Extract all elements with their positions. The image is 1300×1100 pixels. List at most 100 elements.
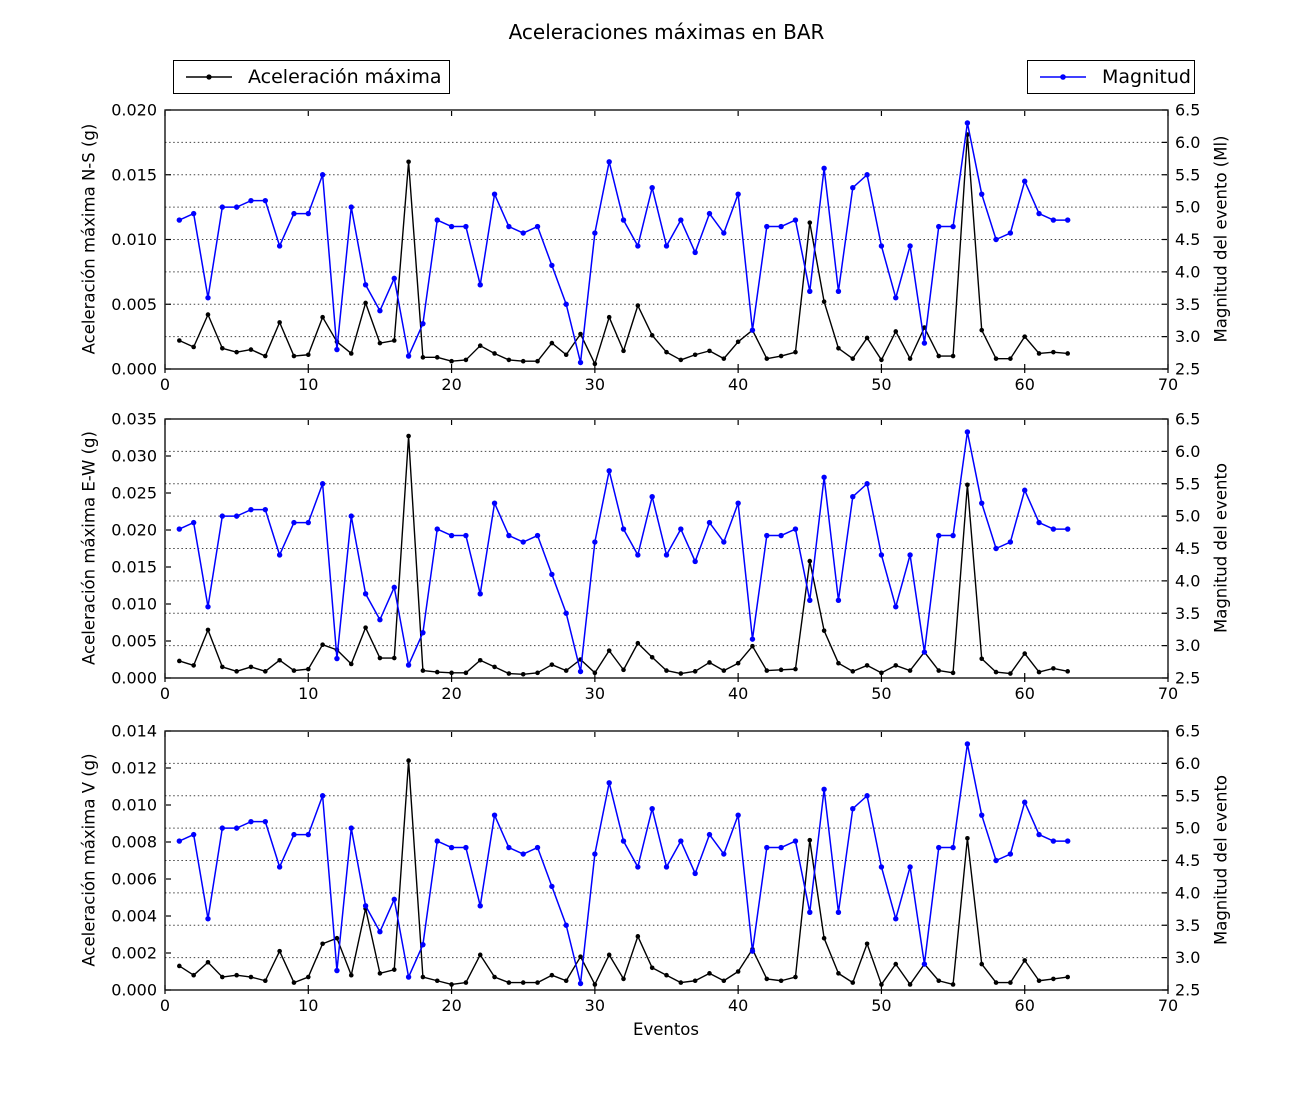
magnitude-marker [706, 210, 713, 217]
accel-marker [248, 347, 254, 352]
magnitude-marker [620, 838, 627, 844]
accel-marker [177, 658, 182, 664]
magnitude-marker [821, 474, 827, 480]
magnitude-marker [979, 812, 985, 818]
magnitude-marker [219, 513, 226, 519]
magnitude-marker [348, 204, 354, 210]
accel-marker [721, 356, 727, 361]
accel-marker [821, 628, 827, 633]
chart-title: Aceleraciones máximas en BAR [508, 20, 825, 44]
accel-marker [1051, 349, 1056, 355]
accel-marker [191, 344, 196, 350]
right-tick-label: 4.5 [1175, 539, 1200, 558]
magnitude-marker [950, 223, 956, 230]
right-tick-label: 3.0 [1175, 948, 1200, 967]
accel-marker [1036, 978, 1042, 984]
accel-marker [535, 670, 540, 676]
right-tick-label: 4.0 [1175, 883, 1200, 902]
accel-marker [220, 345, 225, 351]
accel-marker [635, 640, 641, 646]
accel-marker [263, 353, 268, 359]
accel-marker [449, 670, 454, 676]
magnitude-marker [1036, 210, 1042, 217]
magnitude-marker [749, 948, 756, 954]
magnitude-marker [649, 185, 655, 191]
accel-marker [463, 357, 469, 363]
magnitude-marker [850, 494, 856, 500]
x-tick-label: 70 [1158, 684, 1178, 703]
magnitude-marker [835, 288, 842, 294]
accel-marker [492, 974, 497, 980]
accel-marker [692, 669, 698, 674]
accel-marker [864, 335, 870, 341]
y-tick-label: 0.030 [111, 447, 157, 466]
accel-marker [764, 356, 770, 361]
magnitude-marker [950, 844, 956, 851]
magnitude-marker [262, 506, 268, 513]
x-tick-label: 30 [585, 684, 605, 703]
magnitude-marker [248, 818, 254, 825]
magnitude-marker [420, 941, 426, 948]
magnitude-marker [706, 831, 713, 838]
accel-marker [334, 935, 340, 941]
right-tick-label: 4.0 [1175, 571, 1200, 590]
right-tick-label: 6.0 [1175, 442, 1200, 461]
magnitude-marker [663, 552, 670, 558]
x-tick-label: 10 [298, 684, 318, 703]
accel-marker [692, 352, 698, 358]
x-tick-label: 50 [871, 375, 891, 394]
magnitude-marker [921, 649, 928, 655]
accel-marker [520, 358, 526, 364]
magnitude-marker [1007, 539, 1014, 545]
y-tick-label: 0.014 [111, 722, 157, 741]
magnitude-marker [606, 468, 612, 474]
magnitude-marker [936, 223, 942, 230]
magnitude-marker [534, 532, 541, 539]
y-tick-label: 0.006 [111, 870, 157, 889]
right-tick-label: 3.5 [1175, 295, 1200, 314]
magnitude-marker [692, 249, 698, 256]
y-tick-label: 0.010 [111, 595, 157, 614]
magnitude-marker [792, 838, 799, 844]
accel-marker [549, 340, 555, 346]
magnitude-marker [291, 519, 297, 526]
magnitude-marker [362, 591, 369, 597]
accel-marker [578, 954, 583, 959]
accel-marker [348, 972, 354, 978]
magnitude-marker [506, 223, 512, 230]
accel-line [178, 759, 1068, 986]
panel-frame [164, 418, 1169, 679]
accel-marker [234, 972, 239, 978]
magnitude-marker [391, 275, 397, 282]
magnitude-marker [936, 532, 942, 539]
accel-marker [592, 361, 598, 367]
ylabel-ns: Aceleración máxima N-S (g) [79, 123, 99, 355]
magnitude-marker [176, 526, 183, 532]
magnitude-marker [549, 262, 555, 269]
magnitude-marker [1007, 851, 1014, 857]
accel-marker [234, 349, 239, 355]
accel-marker [434, 355, 440, 360]
magnitude-marker [864, 793, 870, 799]
accel-marker [950, 982, 956, 987]
accel-marker [263, 669, 268, 674]
accel-marker [506, 357, 512, 363]
accel-marker [248, 664, 254, 670]
x-tick-label: 30 [585, 996, 605, 1015]
magnitude-marker [692, 870, 698, 877]
magnitude-marker [305, 210, 311, 217]
magnitude-marker [649, 806, 655, 812]
ylabel-ew: Aceleración máxima E-W (g) [79, 431, 99, 665]
y-tick-label: 0.035 [111, 410, 157, 429]
y-tick-label: 0.000 [111, 669, 157, 688]
magnitude-marker [291, 831, 297, 838]
magnitude-marker [405, 353, 412, 359]
accel-marker [793, 666, 798, 672]
accel-marker [420, 355, 426, 360]
magnitude-marker [520, 539, 526, 545]
magnitude-marker [276, 243, 283, 249]
magnitude-marker [434, 838, 440, 844]
magnitude-marker [1022, 178, 1028, 184]
magnitude-marker [620, 217, 627, 223]
panel-frame [164, 730, 1169, 991]
